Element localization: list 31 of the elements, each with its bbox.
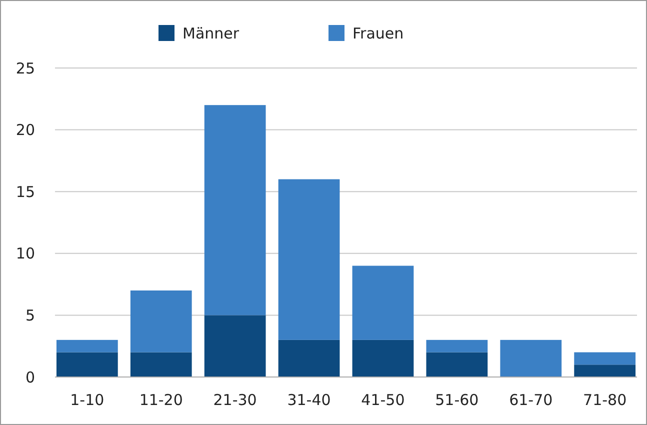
bar bbox=[500, 340, 562, 377]
bar bbox=[130, 352, 192, 377]
x-tick-label: 41-50 bbox=[361, 391, 405, 409]
bar bbox=[574, 364, 636, 377]
bar bbox=[352, 340, 414, 377]
y-tick-label: 20 bbox=[16, 121, 35, 140]
x-tick-label: 1-10 bbox=[70, 391, 104, 409]
bar bbox=[204, 105, 266, 316]
y-tick-label: 25 bbox=[16, 59, 35, 78]
bar bbox=[56, 352, 118, 377]
legend-label: Männer bbox=[182, 24, 240, 42]
bar bbox=[574, 352, 636, 365]
bar bbox=[278, 340, 340, 377]
x-tick-label: 21-30 bbox=[213, 391, 257, 409]
y-tick-label: 0 bbox=[25, 368, 35, 386]
x-tick-label: 61-70 bbox=[509, 391, 553, 409]
bar bbox=[352, 266, 414, 340]
bar bbox=[204, 315, 266, 377]
bar bbox=[426, 352, 488, 377]
x-tick-label: 51-60 bbox=[435, 391, 479, 409]
x-tick-label: 71-80 bbox=[583, 391, 627, 409]
bar bbox=[130, 290, 192, 352]
bar bbox=[56, 340, 118, 352]
bar bbox=[426, 340, 488, 352]
y-tick-label: 5 bbox=[25, 306, 35, 324]
x-tick-label: 31-40 bbox=[287, 391, 331, 409]
y-tick-label: 15 bbox=[16, 182, 35, 201]
y-tick-label: 10 bbox=[16, 244, 35, 263]
x-tick-label: 11-20 bbox=[139, 391, 183, 409]
legend-label: Frauen bbox=[352, 24, 404, 42]
bar bbox=[278, 179, 340, 340]
